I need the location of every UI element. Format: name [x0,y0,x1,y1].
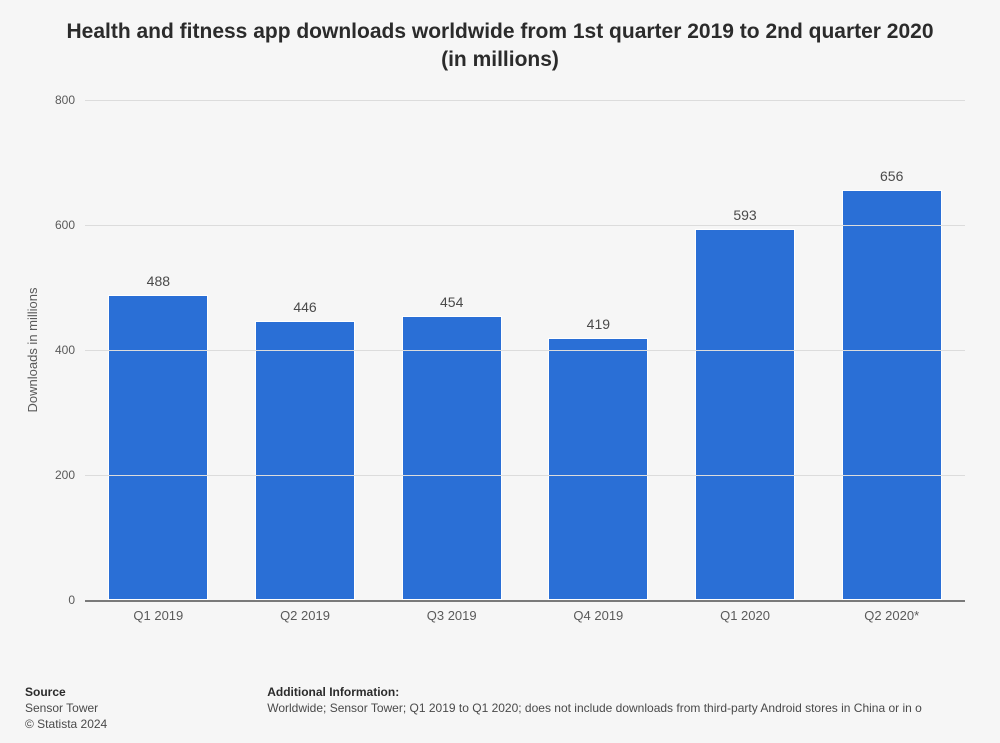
bar-value-label: 593 [733,207,756,223]
chart-footer: Source Sensor Tower © Statista 2024 Addi… [25,685,1000,731]
x-tick-label: Q3 2019 [378,608,525,623]
source-heading: Source [25,685,107,699]
x-tick-label: Q1 2019 [85,608,232,623]
x-axis-labels: Q1 2019Q2 2019Q3 2019Q4 2019Q1 2020Q2 20… [85,608,965,623]
chart-title: Health and fitness app downloads worldwi… [0,0,1000,75]
bar-value-label: 454 [440,294,463,310]
chart-container: Health and fitness app downloads worldwi… [0,0,1000,743]
x-axis-line [85,600,965,602]
bar [842,190,942,600]
y-tick-label: 800 [25,93,75,107]
grid-line [85,100,965,101]
bar-value-label: 488 [147,273,170,289]
bar [548,338,648,600]
x-tick-label: Q4 2019 [525,608,672,623]
bar [255,321,355,600]
bar-value-label: 446 [293,299,316,315]
info-heading: Additional Information: [267,685,922,699]
x-tick-label: Q1 2020 [672,608,819,623]
copyright-text: © Statista 2024 [25,717,107,731]
x-tick-label: Q2 2020* [818,608,965,623]
y-tick-label: 200 [25,468,75,482]
plot-region: 488446454419593656 0200400600800 [85,100,965,600]
source-name: Sensor Tower [25,701,107,715]
bar [108,295,208,600]
y-tick-label: 600 [25,218,75,232]
bar [695,229,795,600]
y-tick-label: 0 [25,593,75,607]
grid-line [85,225,965,226]
info-text: Worldwide; Sensor Tower; Q1 2019 to Q1 2… [267,701,922,715]
bar-value-label: 656 [880,168,903,184]
grid-line [85,350,965,351]
bar [402,316,502,600]
grid-line [85,475,965,476]
footer-info-block: Additional Information: Worldwide; Senso… [267,685,922,731]
x-tick-label: Q2 2019 [232,608,379,623]
chart-area: Downloads in millions 488446454419593656… [85,100,965,640]
footer-source-block: Source Sensor Tower © Statista 2024 [25,685,107,731]
bar-value-label: 419 [587,316,610,332]
y-tick-label: 400 [25,343,75,357]
